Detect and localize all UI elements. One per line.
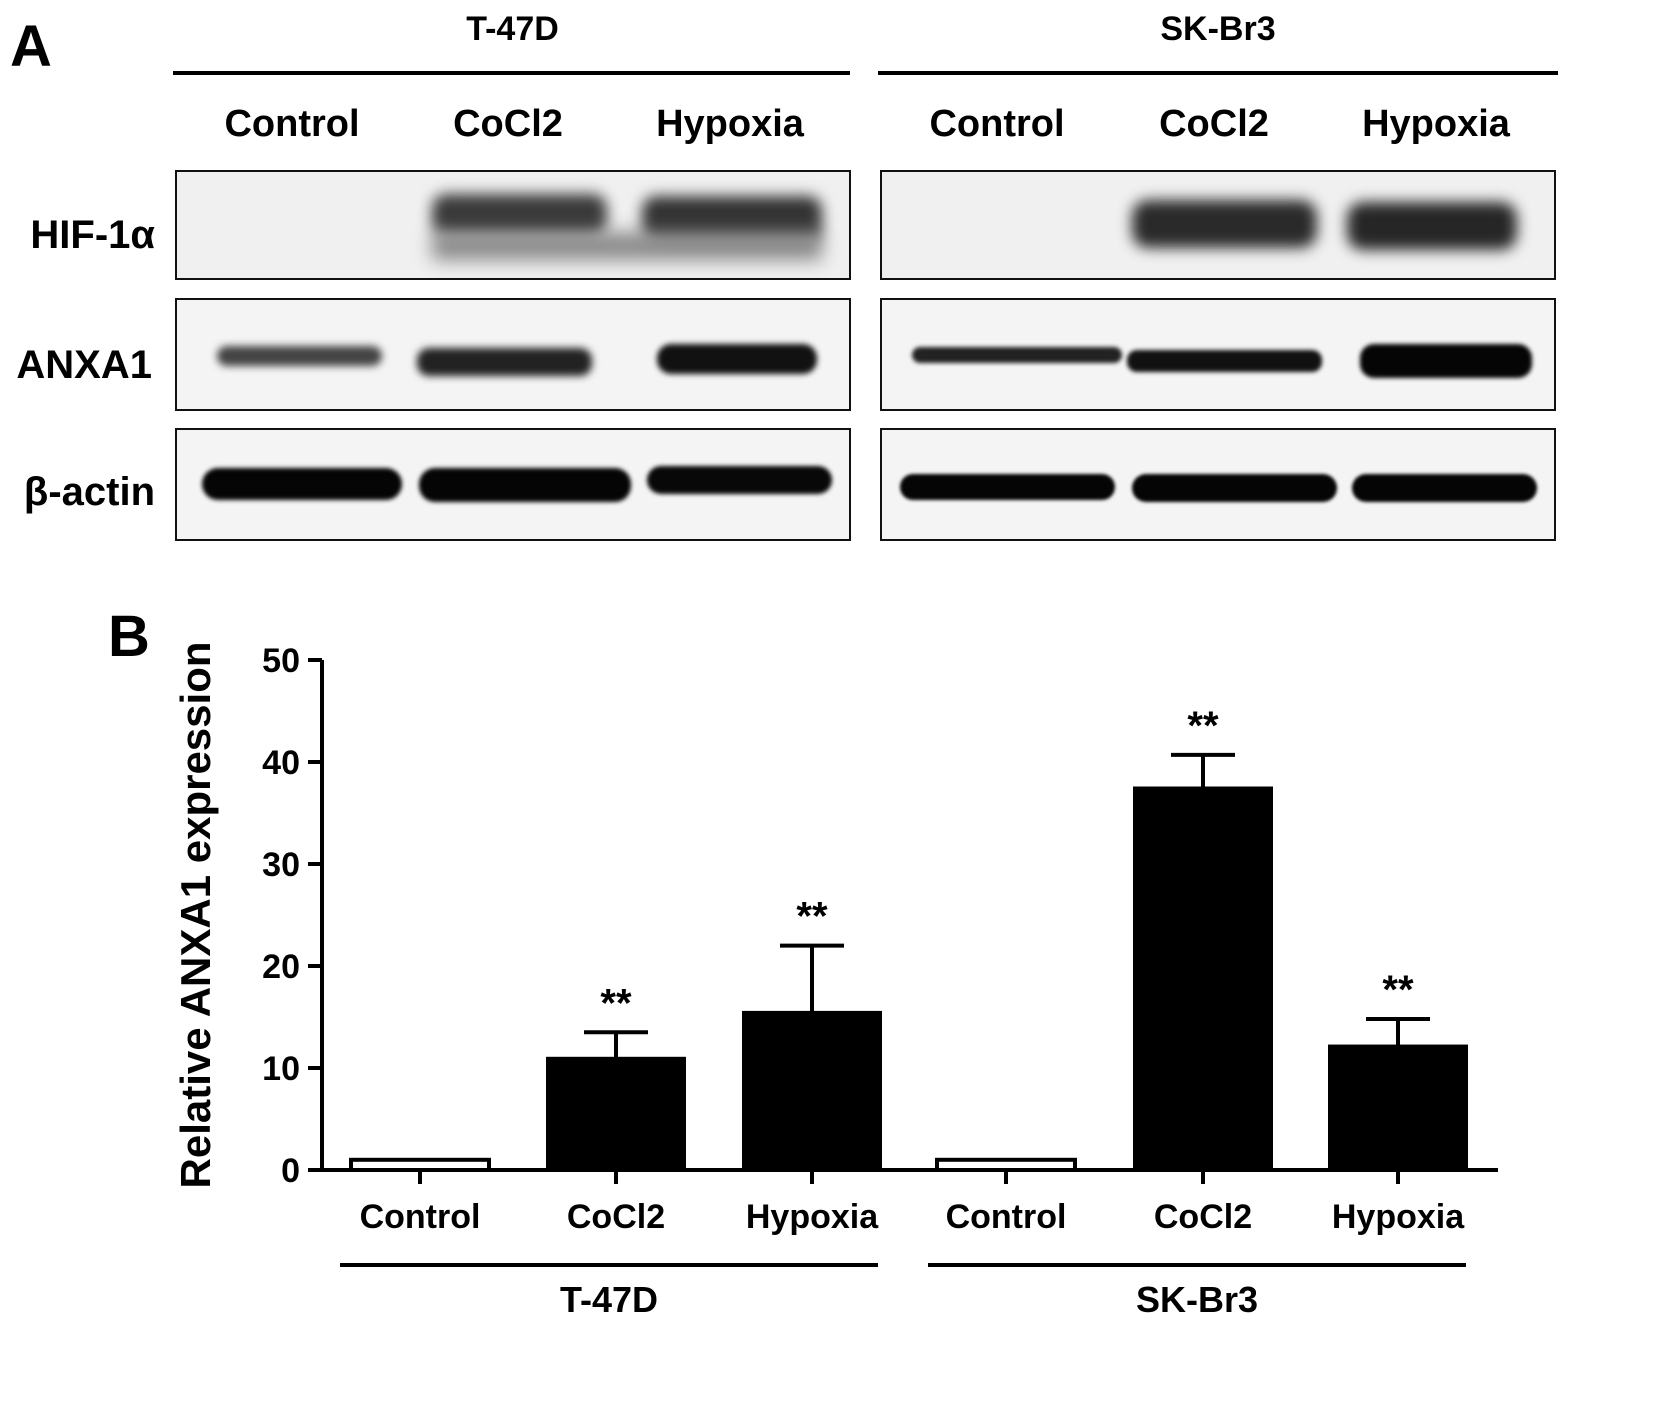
group-title-skbr3: SK-Br3 — [1160, 10, 1276, 48]
band — [217, 346, 382, 366]
band — [647, 466, 832, 494]
row-label-beta-actin: β-actin — [23, 470, 155, 514]
blot-anxa1-skbr3 — [880, 298, 1556, 411]
significance-marker: ** — [1187, 704, 1219, 748]
lane-label: Hypoxia — [656, 103, 804, 145]
significance-marker: ** — [600, 981, 632, 1025]
row-label-hif1a: HIF-1α — [30, 213, 155, 257]
y-tick-label: 20 — [262, 948, 300, 986]
x-tick-label: CoCl2 — [1154, 1198, 1252, 1236]
significance-marker: ** — [1382, 968, 1414, 1012]
bar — [546, 1056, 686, 1172]
band — [1132, 200, 1317, 248]
x-tick-label: CoCl2 — [567, 1198, 665, 1236]
lane-label: CoCl2 — [453, 103, 563, 145]
y-tick-label: 0 — [281, 1152, 300, 1190]
lane-label: Control — [929, 103, 1065, 145]
group-label: SK-Br3 — [1136, 1279, 1258, 1320]
y-axis-label: Relative ANXA1 expression — [172, 641, 219, 1188]
band — [1352, 474, 1537, 502]
blot-actin-t47d — [175, 428, 851, 541]
panel-b-letter: B — [108, 604, 150, 669]
band — [657, 344, 817, 374]
x-tick-label: Hypoxia — [746, 1198, 879, 1236]
band — [419, 468, 631, 502]
group-title-t47d: T-47D — [466, 10, 559, 48]
band — [202, 468, 402, 500]
band — [432, 194, 607, 236]
panel-a-letter: A — [10, 14, 52, 79]
x-tick-label: Control — [946, 1198, 1067, 1236]
blot-hif1a-skbr3 — [880, 170, 1556, 280]
group-label: T-47D — [560, 1279, 658, 1320]
x-tick-label: Control — [360, 1198, 481, 1236]
bar — [349, 1157, 491, 1173]
band — [1347, 202, 1517, 250]
lane-label: CoCl2 — [1159, 103, 1269, 145]
band — [900, 474, 1115, 500]
significance-marker: ** — [796, 895, 828, 939]
blot-actin-skbr3 — [880, 428, 1556, 541]
y-tick-label: 40 — [262, 744, 300, 782]
band — [1132, 474, 1337, 502]
y-tick-label: 50 — [262, 642, 300, 680]
bar — [935, 1157, 1077, 1173]
y-tick-label: 30 — [262, 846, 300, 884]
band — [432, 232, 822, 260]
y-tick-label: 10 — [262, 1050, 300, 1088]
bar — [742, 1010, 882, 1172]
group-rule-t47d — [173, 71, 850, 75]
lane-label: Hypoxia — [1362, 103, 1510, 145]
band — [1360, 344, 1532, 378]
bar — [1328, 1044, 1468, 1172]
blot-hif1a-t47d — [175, 170, 851, 280]
x-tick-label: Hypoxia — [1332, 1198, 1465, 1236]
row-label-anxa1: ANXA1 — [16, 343, 152, 387]
blot-anxa1-t47d — [175, 298, 851, 411]
band — [1127, 350, 1322, 372]
bar — [1133, 786, 1273, 1171]
lane-label: Control — [224, 103, 360, 145]
band — [912, 347, 1122, 363]
group-rule-skbr3 — [878, 71, 1558, 75]
band — [417, 348, 592, 376]
